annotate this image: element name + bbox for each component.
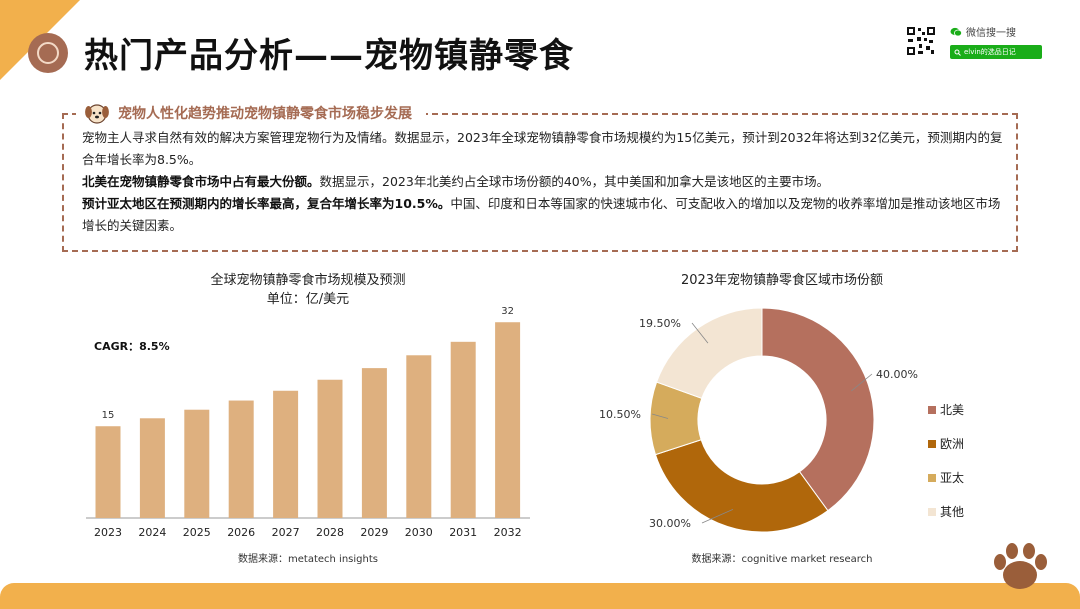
x-tick-label: 2024 bbox=[138, 526, 166, 539]
intro-paragraph-3-bold: 预计亚太地区在预测期内的增长率最高，复合年增长率为10.5%。 bbox=[82, 196, 451, 211]
bar-2025 bbox=[184, 409, 210, 518]
search-account: elvin的选品日记 bbox=[964, 48, 1016, 56]
slice-leader-line bbox=[701, 509, 734, 524]
bar-chart: 全球宠物镇静零食市场规模及预测 单位：亿/美元 CAGR：8.5% 2023 15… bbox=[86, 272, 530, 565]
dog-icon bbox=[85, 104, 109, 124]
bar-2028 bbox=[317, 379, 343, 518]
bar-chart-title: 全球宠物镇静零食市场规模及预测 bbox=[210, 272, 405, 288]
intro-paragraph-2: 北美在宠物镇静零食市场中占有最大份额。数据显示，2023年北美约占全球市场份额的… bbox=[82, 171, 1004, 193]
intro-heading: 宠物人性化趋势推动宠物镇静零食市场稳步发展 bbox=[76, 100, 426, 126]
bar-data-label: 15 bbox=[102, 410, 115, 421]
wechat-search-block[interactable]: 微信搜一搜 elvin的选品日记 bbox=[950, 24, 1042, 59]
bar-2024 bbox=[139, 418, 165, 518]
slice-value-label: 30.00% bbox=[649, 517, 691, 530]
x-tick-label: 2030 bbox=[405, 526, 433, 539]
wechat-icon bbox=[950, 27, 962, 36]
bar-chart-subtitle: 单位：亿/美元 bbox=[267, 292, 349, 307]
x-tick-label: 2025 bbox=[183, 526, 211, 539]
slice-value-label: 40.00% bbox=[876, 368, 918, 381]
search-icon bbox=[954, 49, 961, 56]
bar-2026 bbox=[228, 400, 254, 518]
slice-value-label: 10.50% bbox=[599, 408, 641, 421]
slice-欧洲 bbox=[654, 439, 829, 533]
legend-label-亚太: 亚太 bbox=[940, 470, 964, 485]
legend-swatch-北美 bbox=[928, 406, 936, 414]
bar-2027 bbox=[273, 390, 299, 518]
search-label: 微信搜一搜 bbox=[966, 28, 1016, 39]
cagr-annotation: CAGR：8.5% bbox=[94, 340, 170, 353]
bar-2030 bbox=[406, 355, 432, 518]
x-tick-label: 2026 bbox=[227, 526, 255, 539]
bar-2029 bbox=[361, 368, 387, 518]
intro-paragraph-3: 预计亚太地区在预测期内的增长率最高，复合年增长率为10.5%。中国、印度和日本等… bbox=[82, 193, 1004, 237]
intro-body: 宠物主人寻求自然有效的解决方案管理宠物行为及情绪。数据显示，2023年全球宠物镇… bbox=[82, 127, 1004, 237]
slice-其他 bbox=[655, 307, 763, 399]
x-tick-label: 2023 bbox=[94, 526, 122, 539]
legend-label-其他: 其他 bbox=[940, 505, 964, 519]
slice-leader-line bbox=[691, 322, 709, 344]
legend-swatch-欧洲 bbox=[928, 440, 936, 448]
bar-2023 bbox=[95, 426, 121, 518]
x-tick-label: 2032 bbox=[494, 526, 522, 539]
slice-leader-line bbox=[651, 413, 669, 419]
pie-chart-title: 2023年宠物镇静零食区域市场份额 bbox=[681, 272, 883, 288]
title-badge-icon bbox=[28, 33, 68, 73]
bar-2031 bbox=[450, 341, 476, 518]
x-tick-label: 2029 bbox=[360, 526, 388, 539]
bar-2032 bbox=[495, 322, 521, 518]
x-tick-label: 2031 bbox=[449, 526, 477, 539]
x-tick-label: 2027 bbox=[272, 526, 300, 539]
legend-label-北美: 北美 bbox=[940, 403, 964, 417]
legend-label-欧洲: 欧洲 bbox=[940, 437, 964, 451]
intro-heading-text: 宠物人性化趋势推动宠物镇静零食市场稳步发展 bbox=[118, 106, 412, 122]
intro-paragraph-3-rest: 中国、印度和日本等国家的快速城市化、可支配收入的增加以及宠物的收养率增加是推动该… bbox=[82, 196, 1001, 233]
slice-北美 bbox=[761, 307, 875, 512]
qr-code-icon bbox=[906, 26, 936, 56]
intro-box bbox=[62, 113, 1018, 252]
legend-swatch-其他 bbox=[928, 508, 936, 516]
pie-chart: 2023年宠物镇静零食区域市场份额 40.00% 30.00% 10.50% 19.5… bbox=[599, 272, 964, 565]
bar-chart-source: 数据来源：metatech insights bbox=[238, 552, 378, 565]
intro-paragraph-2-rest: 数据显示，2023年北美约占全球市场份额的40%，其中美国和加拿大是该地区的主要… bbox=[319, 174, 830, 189]
x-tick-label: 2028 bbox=[316, 526, 344, 539]
bar-data-label: 32 bbox=[501, 306, 514, 317]
intro-paragraph-2-bold: 北美在宠物镇静零食市场中占有最大份额。 bbox=[82, 174, 320, 189]
paw-icon bbox=[994, 543, 1047, 589]
bottom-band bbox=[0, 583, 1080, 609]
search-pill[interactable]: elvin的选品日记 bbox=[950, 45, 1042, 59]
slice-value-label: 19.50% bbox=[639, 317, 681, 330]
pie-chart-source: 数据来源：cognitive market research bbox=[692, 552, 873, 565]
legend-swatch-亚太 bbox=[928, 474, 936, 482]
slice-leader-line bbox=[851, 373, 873, 392]
intro-paragraph-1: 宠物主人寻求自然有效的解决方案管理宠物行为及情绪。数据显示，2023年全球宠物镇… bbox=[82, 130, 1003, 167]
page-title: 热门产品分析——宠物镇静零食 bbox=[84, 36, 574, 76]
